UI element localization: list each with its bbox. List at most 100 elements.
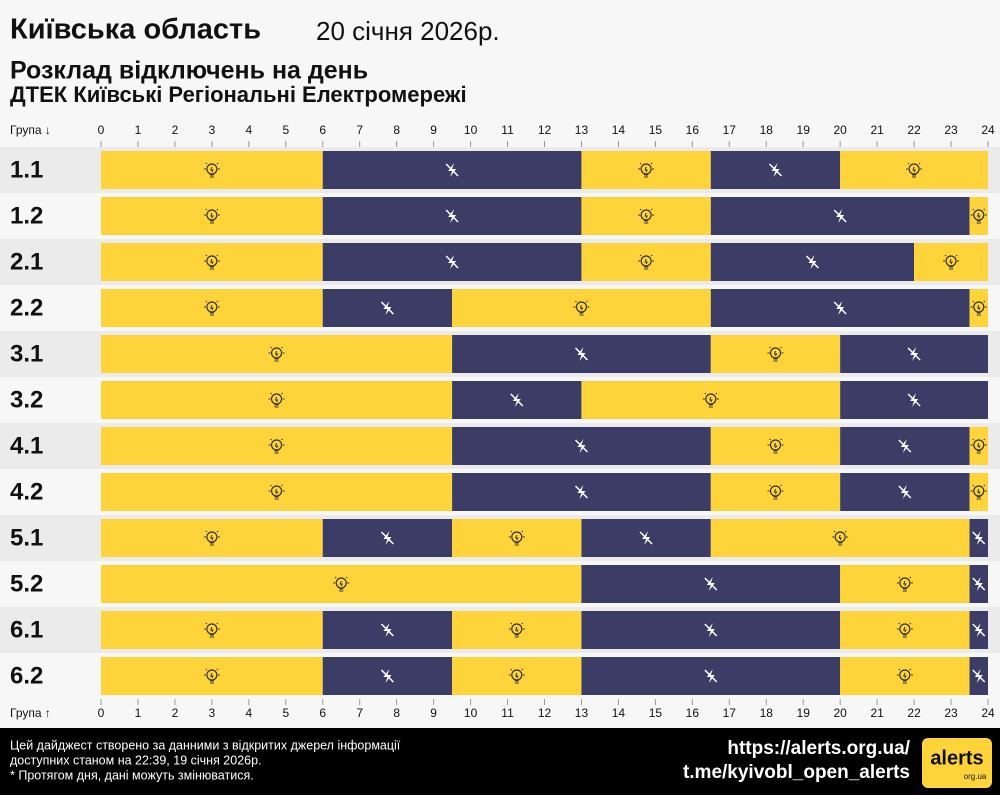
row-label: 3.2 [10, 386, 43, 413]
row-label: 4.1 [10, 432, 43, 459]
url[interactable]: https://alerts.org.ua/ [727, 738, 910, 759]
row-label: 1.1 [10, 156, 43, 183]
icon-slash [380, 623, 394, 637]
icon-rays [970, 484, 987, 492]
icon-slash [510, 393, 524, 407]
axis-label-bottom: Група ↑ [10, 706, 51, 720]
on-icon [333, 576, 350, 592]
off-icon [972, 531, 986, 545]
icon-bulb [908, 163, 920, 175]
on-icon [970, 438, 987, 454]
icon-rays [203, 622, 220, 630]
icon-slash [574, 485, 588, 499]
off-icon [907, 393, 921, 407]
icon-slash [445, 163, 459, 177]
x-tick-label: 20 [833, 706, 847, 720]
icon-bulb [206, 623, 218, 635]
x-tick-label: 13 [575, 123, 589, 137]
off-icon [898, 439, 912, 453]
icon-rays [702, 392, 719, 400]
on-icon [573, 300, 590, 316]
x-tick-label: 6 [319, 706, 326, 720]
footer-line: * Протягом дня, дані можуть змінюватися. [10, 768, 254, 782]
icon-bulb [899, 577, 911, 589]
off-icon [907, 347, 921, 361]
x-tick-label: 2 [172, 706, 179, 720]
icon-base [339, 580, 344, 592]
x-tick-label: 3 [209, 706, 216, 720]
on-icon [943, 254, 960, 270]
on-icon [508, 530, 525, 546]
x-tick-label: 13 [575, 706, 589, 720]
icon-base [976, 212, 981, 224]
icon-bulb [575, 301, 588, 313]
icon-rays [970, 438, 987, 446]
on-icon [203, 300, 220, 316]
x-tick-label: 10 [464, 123, 478, 137]
icon-rays [508, 622, 525, 630]
on-icon [638, 254, 655, 270]
x-tick-label: 2 [172, 123, 179, 137]
off-icon [380, 531, 394, 545]
icon-slash [704, 669, 718, 683]
icon-base [209, 626, 214, 638]
row-label: 4.2 [10, 478, 43, 505]
icon-bulb [769, 485, 782, 497]
x-tick-label: 15 [649, 706, 663, 720]
on-icon [268, 346, 285, 362]
icon-bulb [206, 255, 218, 267]
icon-rays [203, 208, 220, 216]
row-label: 2.1 [10, 248, 43, 275]
icon-slash [972, 577, 986, 591]
off-icon [510, 393, 524, 407]
icon-base [514, 672, 519, 684]
x-tick-label: 20 [833, 123, 847, 137]
x-tick-label: 12 [538, 123, 552, 137]
row-label: 1.2 [10, 202, 43, 229]
icon-slash [574, 439, 588, 453]
icon-rays [970, 208, 987, 216]
icon-bulb [270, 347, 283, 359]
icon-bulb [973, 301, 985, 313]
row-label: 6.2 [10, 662, 43, 689]
row-label: 5.1 [10, 524, 43, 551]
icon-bulb [206, 163, 218, 175]
off-icon [704, 669, 718, 683]
x-tick-label: 17 [723, 706, 737, 720]
icon-bulb [206, 301, 218, 313]
icon-bulb [640, 255, 652, 267]
x-tick-label: 18 [760, 123, 774, 137]
icon-base [209, 212, 214, 224]
off-icon [768, 163, 783, 177]
on-icon [906, 162, 923, 178]
off-icon [639, 531, 653, 545]
icon-base [773, 488, 778, 500]
icon-rays [508, 668, 525, 676]
x-tick-label: 0 [98, 706, 105, 720]
x-tick-label: 5 [282, 123, 289, 137]
url[interactable]: t.me/kyivobl_open_alerts [683, 762, 910, 783]
on-icon [203, 668, 220, 684]
icon-slash [833, 209, 847, 223]
x-tick-label: 21 [870, 123, 884, 137]
icon-rays [970, 300, 987, 308]
icon-rays [896, 622, 913, 630]
date: 20 січня 2026р. [316, 16, 500, 46]
icon-rays [203, 300, 220, 308]
axis-label-top: Група ↓ [10, 123, 51, 137]
x-tick-label: 24 [981, 123, 995, 137]
on-icon [832, 530, 849, 546]
icon-rays [203, 530, 220, 538]
x-tick-label: 9 [430, 706, 437, 720]
on-icon [203, 162, 220, 178]
on-icon [970, 484, 987, 500]
icon-rays [906, 162, 923, 170]
icon-rays [203, 668, 220, 676]
on-icon [268, 484, 285, 500]
logo-text: alerts [930, 747, 983, 769]
icon-rays [333, 576, 350, 584]
x-tick-label: 24 [981, 706, 995, 720]
icon-slash [704, 623, 718, 637]
x-tick-label: 0 [98, 123, 105, 137]
icon-slash [898, 485, 912, 499]
